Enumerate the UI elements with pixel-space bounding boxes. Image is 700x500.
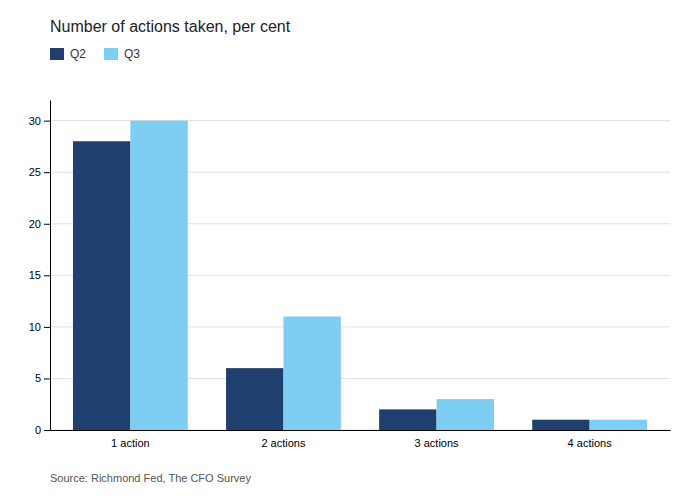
bar <box>73 141 130 430</box>
tick-label: 5 <box>35 372 41 384</box>
bar <box>379 409 436 430</box>
plot-area: 0 5 10 15 20 25 30 1 action 2 actions 3 actions 4 … <box>29 101 671 449</box>
tick: 4 actions <box>568 437 613 449</box>
chart-container: 0 5 10 15 20 25 30 1 action 2 actions 3 actions 4 … <box>0 0 700 500</box>
legend-swatch <box>104 48 118 60</box>
tick-label: 20 <box>29 218 41 230</box>
tick-mark <box>44 172 50 173</box>
bar <box>532 420 589 430</box>
tick: 5 <box>35 372 50 384</box>
bar <box>226 368 283 430</box>
tick-label: 15 <box>29 269 41 281</box>
bar <box>283 317 340 430</box>
tick-label: 25 <box>29 166 41 178</box>
tick-label: 3 actions <box>415 437 460 449</box>
tick-mark <box>44 121 50 122</box>
tick-label: 10 <box>29 321 41 333</box>
tick: 3 actions <box>415 437 460 449</box>
tick-label: 2 actions <box>261 437 306 449</box>
axis-line <box>51 430 671 431</box>
bar-series <box>130 121 647 430</box>
y-axis: 0 5 10 15 20 25 30 <box>29 101 51 437</box>
tick-mark <box>44 378 50 379</box>
x-axis: 1 action 2 actions 3 actions 4 actions <box>51 431 671 449</box>
tick-mark <box>44 430 50 431</box>
axis-line <box>50 101 51 431</box>
tick: 20 <box>29 218 50 230</box>
legend-swatch <box>50 48 64 60</box>
legend-label: Q2 <box>70 47 86 61</box>
bar <box>437 399 494 430</box>
bar <box>590 420 647 430</box>
legend-item: Q2 <box>50 47 86 61</box>
tick: 25 <box>29 166 50 178</box>
grid <box>50 121 670 430</box>
tick-mark <box>44 224 50 225</box>
tick: 15 <box>29 269 50 281</box>
bar <box>130 121 187 430</box>
title: Number of actions taken, per cent <box>50 18 291 35</box>
tick-mark <box>44 275 50 276</box>
tick-mark <box>44 327 50 328</box>
tick-label: 1 action <box>111 437 150 449</box>
tick: 10 <box>29 321 50 333</box>
legend: Q2 Q3 <box>50 47 140 61</box>
annotation: Source: Richmond Fed, The CFO Survey <box>50 472 251 484</box>
tick: 2 actions <box>261 437 306 449</box>
tick-label: 0 <box>35 424 41 436</box>
tick-label: 4 actions <box>568 437 613 449</box>
bars <box>73 121 647 430</box>
tick: 30 <box>29 115 50 127</box>
legend-label: Q3 <box>124 47 140 61</box>
chart: 0 5 10 15 20 25 30 1 action 2 actions 3 actions 4 … <box>0 0 700 500</box>
tick-label: 30 <box>29 115 41 127</box>
tick: 0 <box>35 424 50 436</box>
tick: 1 action <box>111 437 150 449</box>
legend-item: Q3 <box>104 47 140 61</box>
